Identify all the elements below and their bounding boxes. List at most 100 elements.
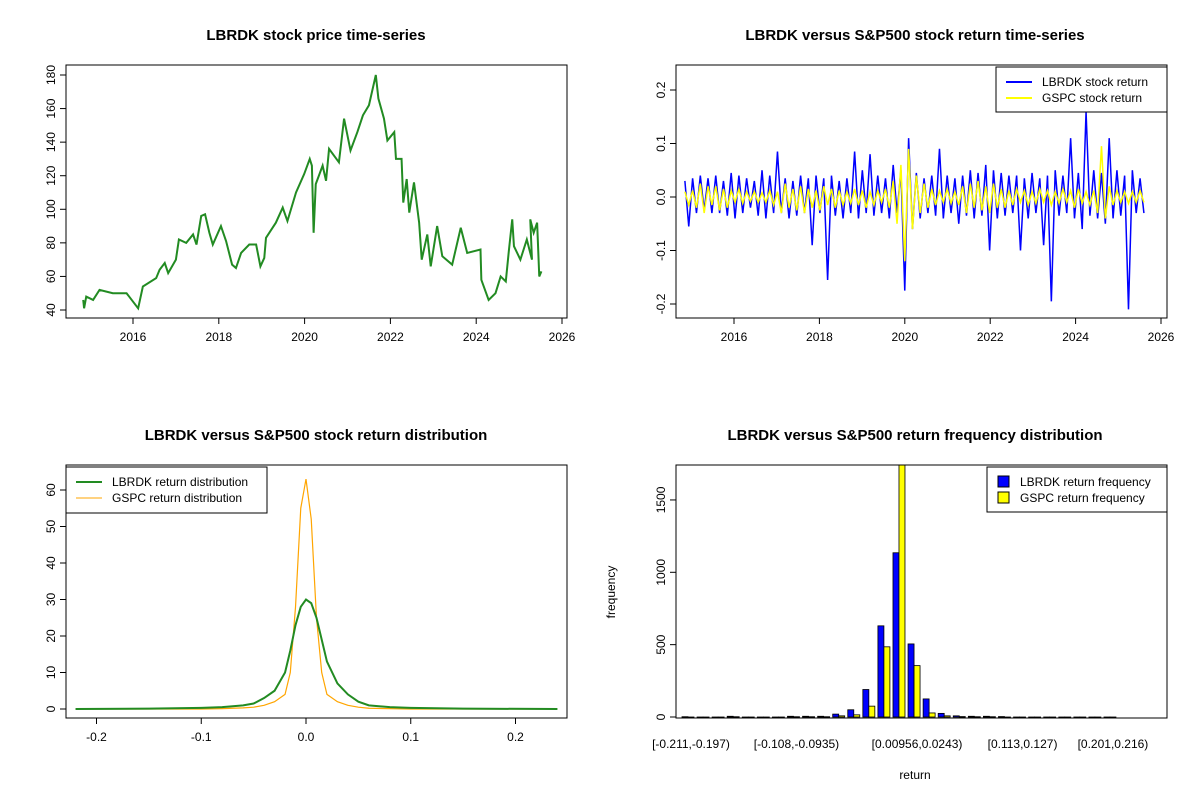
histogram-x-tick-label: [0.113,0.127)	[988, 737, 1058, 751]
price-y-tick-label: 40	[44, 303, 58, 317]
histogram-bar	[907, 643, 915, 718]
price-y-tick-label: 140	[44, 132, 58, 152]
price-x-tick-label: 2024	[463, 330, 490, 344]
histogram-bar	[877, 625, 885, 718]
density-y-tick-label: 10	[44, 666, 58, 680]
histogram-bar	[922, 698, 930, 718]
histogram-x-tick-label: [-0.211,-0.197)	[652, 737, 730, 751]
density-line-gspc	[75, 478, 558, 710]
histogram-bar	[802, 715, 809, 718]
histogram-bar	[989, 716, 996, 718]
histogram-bar	[853, 714, 861, 718]
histogram-y-tick-label: 1000	[654, 559, 668, 586]
histogram-legend-swatch-1	[997, 491, 1010, 504]
price-chart-title: LBRDK stock price time-series	[206, 27, 425, 44]
histogram-bar	[883, 646, 891, 718]
return-ts-x-tick-label: 2018	[806, 330, 833, 344]
price-x-tick-label: 2020	[291, 330, 318, 344]
histogram-bar	[726, 715, 734, 718]
return-ts-y-tick-label: -0.1	[654, 240, 668, 261]
histogram-bar	[862, 689, 870, 718]
histogram-x-tick-label: [0.201,0.216)	[1078, 737, 1149, 751]
histogram-bar	[793, 716, 800, 718]
histogram-bar	[817, 715, 825, 718]
histogram-bar	[732, 716, 740, 718]
histogram-bar	[967, 715, 975, 718]
density-y-tick-label: 50	[44, 520, 58, 534]
return-ts-y-tick-label: 0.0	[654, 188, 668, 205]
histogram-x-axis-label: return	[899, 768, 930, 782]
return-ts-y-tick-label: 0.2	[654, 81, 668, 98]
histogram-legend	[986, 466, 1168, 513]
histogram-bar	[958, 716, 966, 718]
histogram-bar	[832, 713, 840, 718]
density-x-tick-label: -0.1	[191, 730, 212, 744]
histogram-bar	[898, 464, 906, 718]
histogram-legend-swatch-0	[997, 475, 1010, 488]
histogram-bar	[928, 712, 936, 718]
histogram-legend-label-0: LBRDK return frequency	[1020, 475, 1151, 489]
histogram-y-axis-label: frequency	[604, 566, 618, 619]
histogram-bar	[952, 715, 960, 718]
return-ts-y-tick-label: -0.2	[654, 293, 668, 314]
price-y-tick-label: 100	[44, 199, 58, 219]
density-x-tick-label: 0.1	[402, 730, 419, 744]
histogram-x-tick-label: [-0.108,-0.0935)	[754, 737, 839, 751]
histogram-legend-label-1: GSPC return frequency	[1020, 491, 1145, 505]
return-ts-legend	[995, 66, 1168, 113]
histogram-bar	[787, 715, 794, 718]
histogram-x-tick-label: [0.00956,0.0243)	[872, 737, 963, 751]
price-y-tick-label: 180	[44, 65, 58, 85]
return-series-line-1	[684, 146, 1145, 262]
histogram-bar	[983, 715, 990, 718]
histogram-bar	[823, 716, 831, 718]
density-y-tick-label: 30	[44, 593, 58, 607]
price-x-tick-label: 2016	[120, 330, 147, 344]
return-ts-plot-frame	[675, 64, 1168, 319]
price-y-tick-label: 160	[44, 98, 58, 118]
histogram-bar	[847, 709, 855, 718]
histogram-chart-title: LBRDK versus S&P500 return frequency dis…	[727, 427, 1102, 444]
histogram-bar	[913, 665, 921, 718]
density-x-tick-label: 0.0	[298, 730, 315, 744]
density-y-tick-label: 0	[44, 705, 58, 712]
legend-label-1: GSPC stock return	[1042, 91, 1142, 105]
density-legend-label-0: LBRDK return distribution	[112, 475, 248, 489]
histogram-y-tick-label: 500	[654, 634, 668, 654]
price-y-tick-label: 60	[44, 269, 58, 283]
return-ts-x-tick-label: 2026	[1148, 330, 1175, 344]
density-legend-label-1: GSPC return distribution	[112, 491, 242, 505]
price-line	[82, 74, 543, 311]
price-y-tick-label: 120	[44, 165, 58, 185]
histogram-bar	[868, 705, 876, 718]
density-line-lbrdk	[75, 598, 558, 710]
return-ts-x-tick-label: 2016	[721, 330, 748, 344]
histogram-y-tick-label: 0	[654, 713, 668, 720]
histogram-bar	[892, 552, 900, 718]
density-chart-title: LBRDK versus S&P500 stock return distrib…	[145, 427, 488, 444]
density-y-tick-label: 40	[44, 556, 58, 570]
density-plot-frame	[65, 464, 568, 719]
histogram-bar	[943, 715, 951, 718]
density-legend	[65, 466, 268, 514]
histogram-bar	[937, 712, 945, 718]
histogram-bar	[973, 716, 981, 718]
price-x-tick-label: 2026	[549, 330, 576, 344]
price-x-tick-label: 2018	[205, 330, 232, 344]
chart-marks: 2016 2018 2020 2022 2024 20264060801001201401…	[44, 64, 1175, 751]
histogram-bar	[808, 716, 815, 718]
price-y-tick-label: 80	[44, 236, 58, 250]
histogram-bar	[998, 716, 1005, 718]
legend-label-0: LBRDK stock return	[1042, 75, 1148, 89]
return-ts-x-tick-label: 2024	[1062, 330, 1089, 344]
return-ts-x-tick-label: 2022	[977, 330, 1004, 344]
density-x-tick-label: 0.2	[507, 730, 524, 744]
return-ts-chart-title: LBRDK versus S&P500 stock return time-se…	[745, 27, 1084, 44]
histogram-bar	[681, 716, 689, 718]
price-plot-frame	[65, 64, 568, 319]
histogram-y-tick-label: 1500	[654, 486, 668, 513]
density-x-tick-label: -0.2	[86, 730, 107, 744]
return-ts-y-tick-label: 0.1	[654, 135, 668, 152]
density-y-tick-label: 20	[44, 629, 58, 643]
